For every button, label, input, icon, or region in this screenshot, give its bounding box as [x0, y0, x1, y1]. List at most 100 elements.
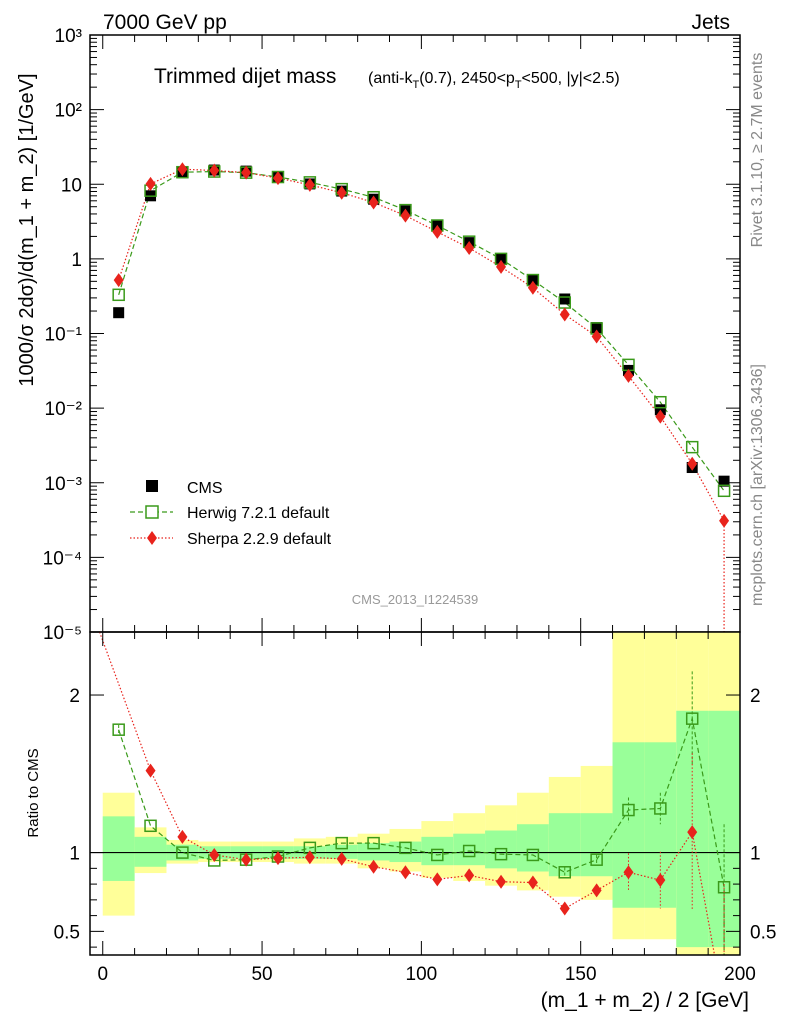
herwig-ratio-point	[367, 836, 380, 850]
main-panel: 10⁻⁵ 10⁻⁴ 10⁻³ 10⁻² 10⁻¹ 1 10 10² 10³ Trimmed di…	[16, 26, 741, 644]
ratio-y-tick-label: 0.5	[54, 922, 80, 943]
sherpa-ratio-point	[368, 859, 379, 874]
sherpa-ratio-point	[145, 763, 156, 778]
sherpa-ratio-point	[464, 868, 475, 883]
legend-marker-sherpa	[147, 531, 157, 545]
sherpa-data-point	[272, 171, 283, 186]
sherpa-ratio-point	[177, 829, 188, 844]
chart-subtitle: (anti-kT(0.7), 2450<pT<500, |y|<2.5)	[368, 70, 620, 91]
sherpa-data-point	[687, 456, 698, 471]
sherpa-data-point	[591, 329, 602, 344]
herwig-data-point	[654, 395, 667, 409]
green-uncertainty-band	[453, 833, 486, 866]
green-uncertainty-band	[485, 830, 517, 869]
herwig-data-point	[112, 288, 125, 302]
green-uncertainty-band	[612, 742, 645, 908]
sherpa-data-point	[559, 307, 570, 322]
sherpa-data-point	[145, 176, 156, 191]
main-y-tick-label: 10²	[55, 101, 82, 122]
cms-data-point	[113, 307, 125, 319]
herwig-ratio-point	[431, 848, 444, 862]
sherpa-data-point	[496, 259, 507, 274]
herwig-ratio-point	[654, 802, 667, 815]
green-uncertainty-band	[548, 813, 581, 877]
herwig-ratio-point	[144, 819, 157, 833]
sherpa-ratio-point	[304, 850, 315, 865]
chart-title: Trimmed dijet mass	[154, 65, 336, 88]
x-tick-label: 100	[406, 964, 438, 985]
herwig-line	[118, 170, 725, 492]
herwig-ratio-point	[176, 846, 189, 859]
sherpa-data-point	[336, 185, 347, 200]
ratio-y-tick-label: 2	[69, 686, 80, 707]
ratio-y-tick-label-right: 1	[750, 844, 761, 865]
rivet-version-label: Rivet 3.1.10, ≥ 2.7M events	[749, 53, 766, 248]
ratio-panel-frame	[89, 631, 741, 956]
sherpa-ratio-point	[209, 847, 220, 862]
x-axis-label: (m_1 + m_2) / 2 [GeV]	[541, 989, 749, 1012]
sherpa-data-point	[623, 368, 634, 383]
herwig-ratio-point	[335, 836, 348, 850]
analysis-watermark: CMS_2013_I1224539	[352, 592, 479, 607]
sherpa-data-point	[241, 165, 252, 180]
main-y-tick-label: 10⁻¹	[45, 325, 83, 346]
herwig-ratio-point	[717, 880, 731, 894]
sherpa-data-point	[432, 224, 443, 239]
sherpa-ratio-point	[496, 874, 507, 889]
ratio-y-tick-label-right: 2	[750, 686, 761, 707]
cms-data-point	[559, 293, 571, 305]
legend-label-herwig: Herwig 7.2.1 default	[187, 505, 330, 522]
x-tick-label: 0	[97, 964, 108, 985]
sherpa-data-point	[655, 409, 666, 424]
main-y-tick-label: 10	[61, 175, 82, 196]
main-y-tick-label: 10⁻²	[45, 399, 83, 420]
x-tick-label: 50	[251, 964, 272, 985]
legend-label-cms: CMS	[187, 480, 223, 497]
sherpa-data-point	[177, 162, 188, 177]
sherpa-ratio-point	[527, 875, 538, 890]
sherpa-data-point	[368, 195, 379, 210]
cms-data-point	[495, 253, 507, 265]
green-uncertainty-band	[325, 844, 358, 859]
sherpa-ratio-point	[559, 901, 570, 916]
sherpa-data-point	[527, 280, 538, 295]
ratio-panel: 0.5 0.5 1 1 2 2 0 50 100 150 200 Ratio to CMS (m_1…	[25, 631, 776, 1012]
sherpa-ratio-point	[623, 865, 634, 880]
legend: CMS Herwig 7.2.1 default Sherpa 2.2.9 de…	[130, 480, 332, 548]
ratio-y-tick-label: 1	[69, 844, 80, 865]
sherpa-ratio-point	[655, 873, 666, 888]
main-y-tick-label: 1	[71, 250, 82, 271]
green-uncertainty-band	[357, 843, 390, 861]
herwig-ratio-point	[622, 803, 635, 817]
cms-data-point	[718, 475, 730, 487]
legend-marker-herwig	[145, 505, 159, 519]
green-uncertainty-band	[580, 813, 613, 877]
herwig-ratio-line	[118, 716, 725, 955]
main-y-tick-label: 10⁻⁵	[43, 623, 82, 644]
cms-data-point	[591, 322, 603, 334]
ratio-y-axis-label: Ratio to CMS	[25, 748, 42, 837]
sherpa-data-point	[719, 513, 730, 528]
ratio-y-tick-label-right: 0.5	[750, 922, 776, 943]
herwig-ratio-point	[590, 853, 603, 866]
green-uncertainty-band	[102, 816, 135, 881]
green-uncertainty-band	[516, 824, 549, 872]
herwig-ratio-point	[494, 847, 508, 861]
herwig-ratio-point	[399, 841, 412, 855]
legend-label-sherpa: Sherpa 2.2.9 default	[187, 531, 332, 548]
green-uncertainty-band	[389, 841, 422, 863]
sherpa-ratio-point	[336, 851, 347, 866]
sherpa-data-point	[400, 208, 411, 223]
sherpa-data-point	[304, 177, 315, 192]
sherpa-data-point	[464, 240, 475, 255]
main-y-tick-label: 10³	[55, 26, 82, 47]
herwig-ratio-point	[112, 723, 125, 736]
header-right: Jets	[691, 11, 730, 34]
main-y-tick-label: 10⁻³	[45, 474, 83, 495]
main-y-axis-label: 1000/σ 2dσ)/d(m_1 + m_2) [1/GeV]	[16, 73, 38, 386]
herwig-ratio-point	[558, 866, 572, 879]
sherpa-data-point	[113, 273, 124, 288]
sherpa-ratio-point	[687, 825, 698, 840]
x-tick-label: 150	[565, 964, 597, 985]
